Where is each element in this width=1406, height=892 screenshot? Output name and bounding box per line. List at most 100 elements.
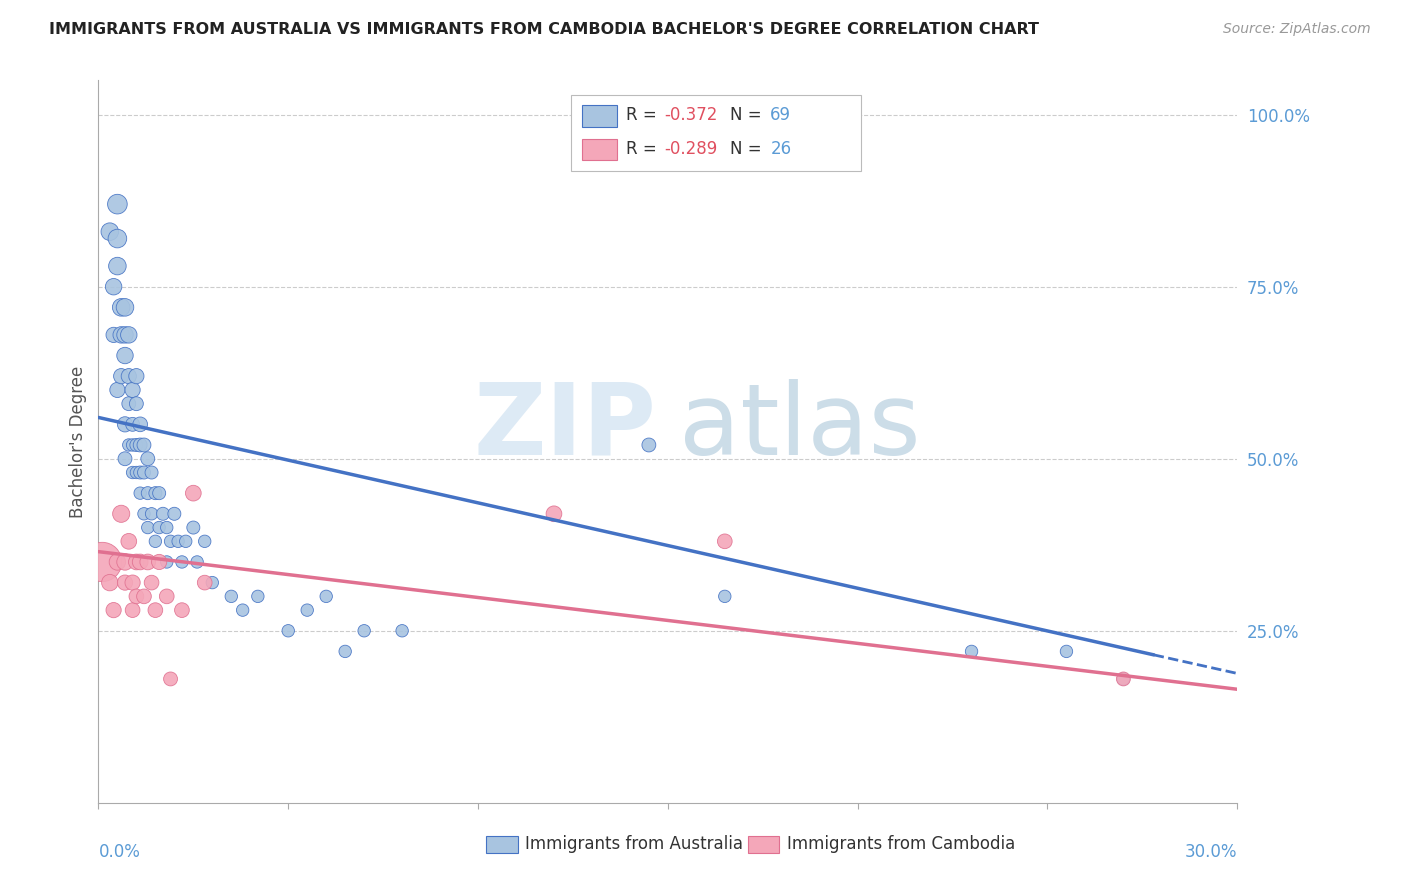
Point xyxy=(141,466,163,480)
Point xyxy=(125,590,148,604)
Point xyxy=(156,555,179,569)
Text: N =: N = xyxy=(731,106,768,124)
Point xyxy=(107,383,129,397)
Point xyxy=(125,466,148,480)
Point xyxy=(297,603,319,617)
Point xyxy=(114,301,136,315)
Point xyxy=(121,438,143,452)
Point xyxy=(98,225,121,239)
Point xyxy=(103,603,125,617)
Y-axis label: Bachelor's Degree: Bachelor's Degree xyxy=(69,366,87,517)
Point xyxy=(125,438,148,452)
Point xyxy=(136,486,159,500)
Point xyxy=(194,575,217,590)
Point xyxy=(148,555,170,569)
Point xyxy=(118,369,141,384)
Point xyxy=(141,507,163,521)
Point xyxy=(129,555,152,569)
Point xyxy=(201,575,224,590)
Text: R =: R = xyxy=(626,106,662,124)
FancyBboxPatch shape xyxy=(582,139,617,161)
Point xyxy=(110,369,132,384)
Point xyxy=(163,507,186,521)
Point xyxy=(183,486,205,500)
Point xyxy=(221,590,243,604)
Point xyxy=(167,534,190,549)
Point xyxy=(118,438,141,452)
FancyBboxPatch shape xyxy=(485,836,517,854)
Point xyxy=(638,438,661,452)
Point xyxy=(335,644,357,658)
Point xyxy=(132,507,155,521)
Text: Source: ZipAtlas.com: Source: ZipAtlas.com xyxy=(1223,22,1371,37)
Point xyxy=(174,534,197,549)
Point xyxy=(960,644,983,658)
Point xyxy=(114,417,136,432)
Point xyxy=(145,534,167,549)
Point xyxy=(148,486,170,500)
Point xyxy=(543,507,565,521)
Text: 30.0%: 30.0% xyxy=(1185,843,1237,861)
Point xyxy=(129,417,152,432)
Point xyxy=(114,575,136,590)
Point xyxy=(277,624,299,638)
Point xyxy=(246,590,269,604)
Point xyxy=(107,259,129,273)
Point xyxy=(114,555,136,569)
Point xyxy=(103,327,125,342)
Point xyxy=(132,466,155,480)
Text: Immigrants from Australia: Immigrants from Australia xyxy=(526,835,744,853)
Point xyxy=(110,301,132,315)
Point xyxy=(114,349,136,363)
Point xyxy=(132,438,155,452)
Point xyxy=(145,603,167,617)
Point xyxy=(121,383,143,397)
Point xyxy=(1112,672,1135,686)
Text: -0.372: -0.372 xyxy=(665,106,718,124)
Point xyxy=(129,466,152,480)
Point xyxy=(232,603,254,617)
Point xyxy=(136,451,159,466)
Text: N =: N = xyxy=(731,140,768,158)
Point xyxy=(186,555,208,569)
Point xyxy=(91,555,114,569)
Point xyxy=(107,231,129,245)
Point xyxy=(125,555,148,569)
Point xyxy=(148,520,170,534)
Point xyxy=(98,575,121,590)
Point xyxy=(714,534,737,549)
Point xyxy=(391,624,413,638)
Point xyxy=(141,575,163,590)
Point xyxy=(145,486,167,500)
Point xyxy=(159,672,181,686)
Text: atlas: atlas xyxy=(679,378,921,475)
Point xyxy=(125,397,148,411)
Point xyxy=(1056,644,1078,658)
Point xyxy=(136,520,159,534)
Text: -0.289: -0.289 xyxy=(665,140,717,158)
Point xyxy=(152,507,174,521)
Point xyxy=(121,466,143,480)
Point xyxy=(121,575,143,590)
Point xyxy=(132,590,155,604)
Point xyxy=(156,520,179,534)
Point xyxy=(156,590,179,604)
Point xyxy=(194,534,217,549)
Point xyxy=(121,417,143,432)
Point xyxy=(159,534,181,549)
FancyBboxPatch shape xyxy=(571,95,862,170)
Point xyxy=(118,534,141,549)
Point xyxy=(1112,672,1135,686)
Text: 69: 69 xyxy=(770,106,792,124)
Point xyxy=(110,507,132,521)
FancyBboxPatch shape xyxy=(748,836,779,854)
Point xyxy=(353,624,375,638)
Text: 0.0%: 0.0% xyxy=(98,843,141,861)
Text: Immigrants from Cambodia: Immigrants from Cambodia xyxy=(787,835,1015,853)
Point xyxy=(714,590,737,604)
Point xyxy=(114,451,136,466)
Point xyxy=(103,279,125,293)
Point xyxy=(125,369,148,384)
Point xyxy=(107,555,129,569)
Point xyxy=(315,590,337,604)
